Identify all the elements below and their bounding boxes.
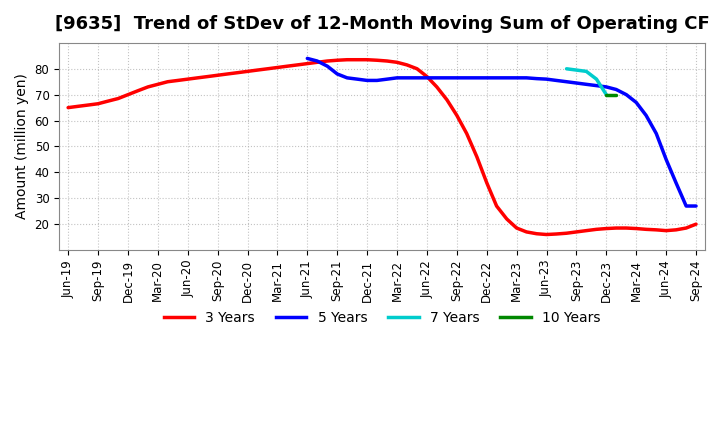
3 Years bbox=[692, 221, 701, 227]
Line: 3 Years: 3 Years bbox=[68, 60, 696, 235]
5 Years bbox=[433, 75, 441, 81]
5 Years bbox=[413, 75, 421, 81]
5 Years bbox=[353, 77, 361, 82]
7 Years bbox=[572, 67, 581, 73]
5 Years bbox=[612, 87, 621, 92]
5 Years bbox=[392, 75, 401, 81]
Legend: 3 Years, 5 Years, 7 Years, 10 Years: 3 Years, 5 Years, 7 Years, 10 Years bbox=[158, 305, 606, 330]
Title: [9635]  Trend of StDev of 12-Month Moving Sum of Operating CF: [9635] Trend of StDev of 12-Month Moving… bbox=[55, 15, 709, 33]
5 Years bbox=[492, 75, 501, 81]
5 Years bbox=[423, 75, 431, 81]
5 Years bbox=[363, 78, 372, 83]
7 Years bbox=[602, 92, 611, 97]
5 Years bbox=[532, 76, 541, 81]
3 Years bbox=[542, 232, 551, 237]
5 Years bbox=[443, 75, 451, 81]
5 Years bbox=[522, 75, 531, 81]
Line: 5 Years: 5 Years bbox=[307, 59, 696, 206]
Line: 7 Years: 7 Years bbox=[567, 69, 606, 95]
5 Years bbox=[313, 59, 322, 64]
5 Years bbox=[682, 203, 690, 209]
5 Years bbox=[632, 100, 641, 105]
3 Years bbox=[482, 180, 491, 185]
5 Years bbox=[622, 92, 631, 97]
3 Years bbox=[383, 59, 392, 64]
5 Years bbox=[602, 84, 611, 90]
3 Years bbox=[323, 59, 332, 64]
5 Years bbox=[592, 83, 600, 88]
5 Years bbox=[323, 63, 332, 69]
5 Years bbox=[652, 131, 660, 136]
5 Years bbox=[303, 56, 312, 61]
5 Years bbox=[383, 77, 392, 82]
5 Years bbox=[452, 75, 461, 81]
5 Years bbox=[333, 71, 341, 77]
5 Years bbox=[582, 82, 590, 87]
5 Years bbox=[503, 75, 511, 81]
3 Years bbox=[343, 57, 351, 62]
5 Years bbox=[642, 113, 650, 118]
5 Years bbox=[692, 203, 701, 209]
3 Years bbox=[423, 74, 431, 79]
5 Years bbox=[482, 75, 491, 81]
7 Years bbox=[592, 77, 600, 82]
10 Years bbox=[612, 92, 621, 97]
7 Years bbox=[582, 69, 590, 74]
5 Years bbox=[662, 157, 670, 162]
5 Years bbox=[402, 75, 411, 81]
5 Years bbox=[343, 75, 351, 81]
5 Years bbox=[373, 78, 382, 83]
5 Years bbox=[672, 180, 680, 185]
5 Years bbox=[572, 81, 581, 86]
5 Years bbox=[562, 79, 571, 84]
5 Years bbox=[552, 78, 561, 83]
5 Years bbox=[542, 77, 551, 82]
5 Years bbox=[462, 75, 471, 81]
5 Years bbox=[472, 75, 481, 81]
7 Years bbox=[562, 66, 571, 71]
5 Years bbox=[513, 75, 521, 81]
10 Years bbox=[602, 92, 611, 97]
3 Years bbox=[64, 105, 73, 110]
3 Years bbox=[143, 84, 152, 90]
3 Years bbox=[472, 154, 481, 159]
Y-axis label: Amount (million yen): Amount (million yen) bbox=[15, 73, 29, 220]
